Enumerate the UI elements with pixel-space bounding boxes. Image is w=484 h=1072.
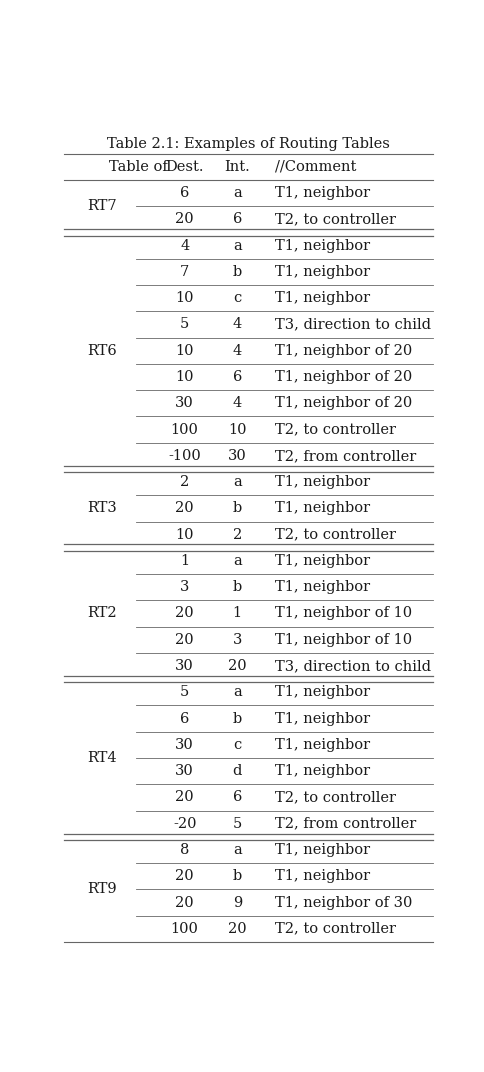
Text: 100: 100 bbox=[170, 922, 198, 936]
Text: 8: 8 bbox=[180, 843, 189, 857]
Text: 4: 4 bbox=[232, 317, 242, 331]
Text: RT9: RT9 bbox=[87, 882, 117, 896]
Text: Int.: Int. bbox=[224, 160, 250, 174]
Text: RT2: RT2 bbox=[87, 607, 117, 621]
Text: RT6: RT6 bbox=[87, 344, 117, 358]
Text: T1, neighbor: T1, neighbor bbox=[274, 685, 369, 699]
Text: Dest.: Dest. bbox=[165, 160, 203, 174]
Text: 10: 10 bbox=[175, 370, 194, 384]
Text: b: b bbox=[232, 712, 242, 726]
Text: T1, neighbor: T1, neighbor bbox=[274, 712, 369, 726]
Text: 6: 6 bbox=[180, 187, 189, 200]
Text: T1, neighbor of 20: T1, neighbor of 20 bbox=[274, 344, 411, 358]
Text: 5: 5 bbox=[180, 317, 189, 331]
Text: b: b bbox=[232, 265, 242, 279]
Text: 100: 100 bbox=[170, 422, 198, 436]
Text: 10: 10 bbox=[175, 292, 194, 306]
Text: T2, to controller: T2, to controller bbox=[274, 922, 395, 936]
Text: T1, neighbor: T1, neighbor bbox=[274, 292, 369, 306]
Text: d: d bbox=[232, 764, 242, 778]
Text: 2: 2 bbox=[232, 527, 242, 541]
Text: 1: 1 bbox=[232, 607, 242, 621]
Text: T2, from controller: T2, from controller bbox=[274, 817, 415, 831]
Text: T2, to controller: T2, to controller bbox=[274, 422, 395, 436]
Text: 5: 5 bbox=[180, 685, 189, 699]
Text: 6: 6 bbox=[180, 712, 189, 726]
Text: -20: -20 bbox=[173, 817, 196, 831]
Text: 2: 2 bbox=[180, 475, 189, 489]
Text: 30: 30 bbox=[175, 764, 194, 778]
Text: 20: 20 bbox=[175, 212, 194, 226]
Text: T1, neighbor: T1, neighbor bbox=[274, 187, 369, 200]
Text: 20: 20 bbox=[175, 895, 194, 909]
Text: 6: 6 bbox=[232, 212, 242, 226]
Text: T1, neighbor: T1, neighbor bbox=[274, 843, 369, 857]
Text: c: c bbox=[233, 292, 241, 306]
Text: //Comment: //Comment bbox=[274, 160, 356, 174]
Text: T3, direction to child: T3, direction to child bbox=[274, 317, 430, 331]
Text: T2, to controller: T2, to controller bbox=[274, 212, 395, 226]
Text: T1, neighbor: T1, neighbor bbox=[274, 502, 369, 516]
Text: T1, neighbor: T1, neighbor bbox=[274, 764, 369, 778]
Text: 30: 30 bbox=[175, 659, 194, 673]
Text: T1, neighbor of 30: T1, neighbor of 30 bbox=[274, 895, 411, 909]
Text: T2, from controller: T2, from controller bbox=[274, 449, 415, 463]
Text: T1, neighbor: T1, neighbor bbox=[274, 265, 369, 279]
Text: T1, neighbor of 10: T1, neighbor of 10 bbox=[274, 632, 411, 646]
Text: T1, neighbor: T1, neighbor bbox=[274, 475, 369, 489]
Text: 6: 6 bbox=[232, 370, 242, 384]
Text: a: a bbox=[232, 843, 241, 857]
Text: T1, neighbor: T1, neighbor bbox=[274, 580, 369, 594]
Text: 3: 3 bbox=[232, 632, 242, 646]
Text: 20: 20 bbox=[175, 790, 194, 804]
Text: a: a bbox=[232, 554, 241, 568]
Text: b: b bbox=[232, 502, 242, 516]
Text: -100: -100 bbox=[168, 449, 201, 463]
Text: a: a bbox=[232, 475, 241, 489]
Text: b: b bbox=[232, 580, 242, 594]
Text: 5: 5 bbox=[232, 817, 242, 831]
Text: 1: 1 bbox=[180, 554, 189, 568]
Text: T1, neighbor: T1, neighbor bbox=[274, 239, 369, 253]
Text: T1, neighbor: T1, neighbor bbox=[274, 738, 369, 751]
Text: 20: 20 bbox=[175, 502, 194, 516]
Text: Table of: Table of bbox=[109, 160, 168, 174]
Text: 3: 3 bbox=[180, 580, 189, 594]
Text: 7: 7 bbox=[180, 265, 189, 279]
Text: 10: 10 bbox=[175, 527, 194, 541]
Text: T2, to controller: T2, to controller bbox=[274, 527, 395, 541]
Text: 30: 30 bbox=[175, 738, 194, 751]
Text: 30: 30 bbox=[227, 449, 246, 463]
Text: 20: 20 bbox=[227, 922, 246, 936]
Text: T1, neighbor of 10: T1, neighbor of 10 bbox=[274, 607, 411, 621]
Text: RT3: RT3 bbox=[87, 502, 117, 516]
Text: RT7: RT7 bbox=[87, 199, 117, 213]
Text: RT4: RT4 bbox=[87, 751, 117, 765]
Text: 20: 20 bbox=[227, 659, 246, 673]
Text: 6: 6 bbox=[232, 790, 242, 804]
Text: 10: 10 bbox=[175, 344, 194, 358]
Text: 4: 4 bbox=[232, 397, 242, 411]
Text: 20: 20 bbox=[175, 869, 194, 883]
Text: 30: 30 bbox=[175, 397, 194, 411]
Text: 10: 10 bbox=[227, 422, 246, 436]
Text: T1, neighbor: T1, neighbor bbox=[274, 554, 369, 568]
Text: a: a bbox=[232, 685, 241, 699]
Text: 20: 20 bbox=[175, 632, 194, 646]
Text: 9: 9 bbox=[232, 895, 242, 909]
Text: 20: 20 bbox=[175, 607, 194, 621]
Text: T2, to controller: T2, to controller bbox=[274, 790, 395, 804]
Text: b: b bbox=[232, 869, 242, 883]
Text: a: a bbox=[232, 239, 241, 253]
Text: T1, neighbor of 20: T1, neighbor of 20 bbox=[274, 370, 411, 384]
Text: 4: 4 bbox=[232, 344, 242, 358]
Text: Table 2.1: Examples of Routing Tables: Table 2.1: Examples of Routing Tables bbox=[107, 137, 389, 151]
Text: 4: 4 bbox=[180, 239, 189, 253]
Text: c: c bbox=[233, 738, 241, 751]
Text: T3, direction to child: T3, direction to child bbox=[274, 659, 430, 673]
Text: T1, neighbor of 20: T1, neighbor of 20 bbox=[274, 397, 411, 411]
Text: a: a bbox=[232, 187, 241, 200]
Text: T1, neighbor: T1, neighbor bbox=[274, 869, 369, 883]
